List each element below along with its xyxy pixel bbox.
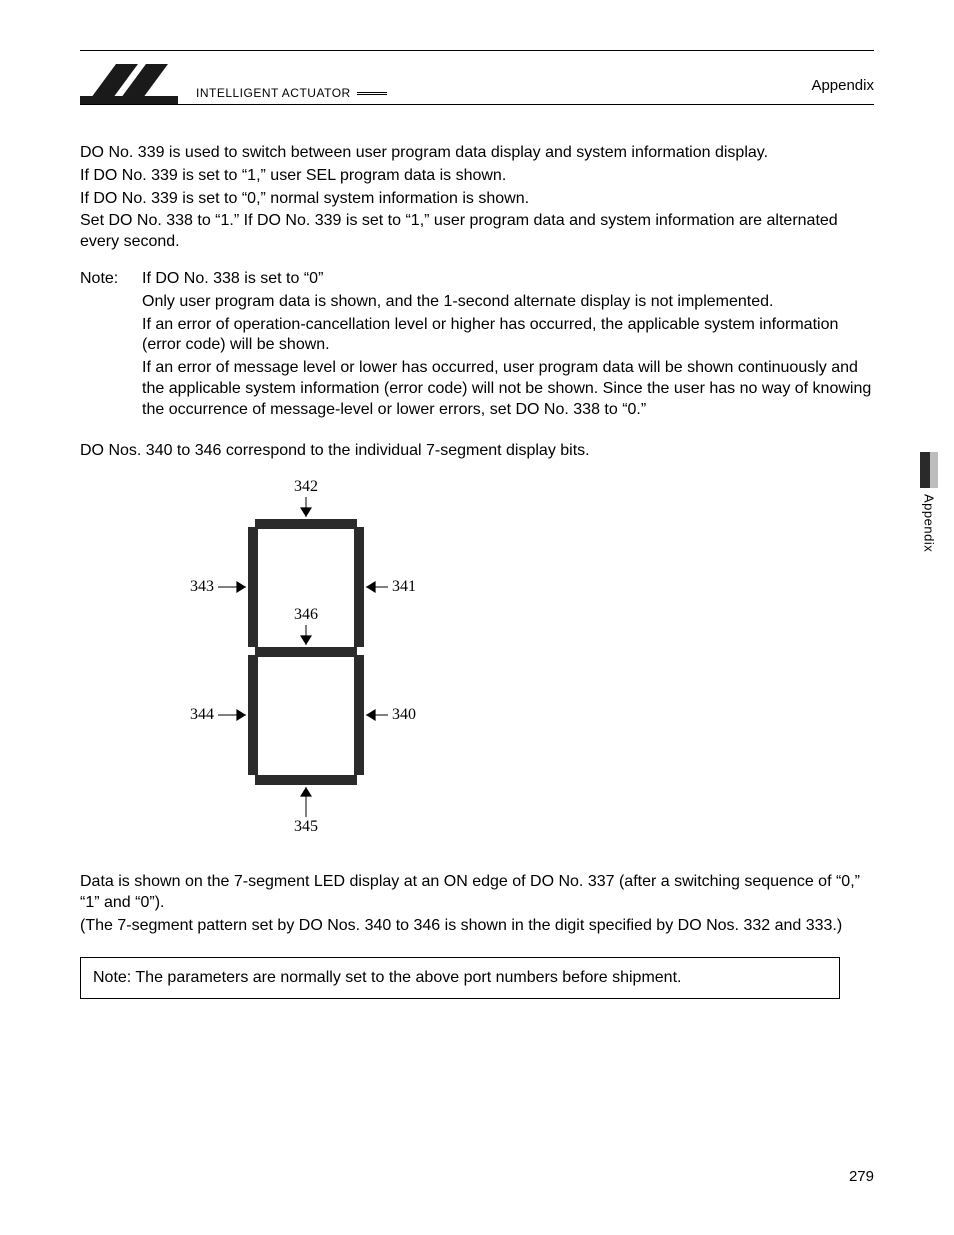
- logo-block: INTELLIGENT ACTUATOR: [80, 56, 387, 104]
- paragraph-1: DO No. 339 is used to switch between use…: [80, 143, 874, 253]
- svg-text:346: 346: [294, 606, 318, 623]
- diagram-svg: 340 341 342 343 344 345 346: [150, 477, 450, 847]
- text-line: Data is shown on the 7-segment LED displ…: [80, 872, 874, 914]
- side-tab: Appendix: [920, 452, 938, 552]
- note-body: If DO No. 338 is set to “0” Only user pr…: [142, 269, 874, 423]
- header: INTELLIGENT ACTUATOR Appendix: [80, 55, 874, 105]
- side-tab-bar-icon: [920, 452, 938, 488]
- brand-logo-icon: [80, 56, 190, 104]
- note-head: Note:: [80, 269, 142, 423]
- svg-text:344: 344: [190, 706, 214, 723]
- text-line: If an error of message level or lower ha…: [142, 358, 874, 420]
- boxed-note: Note: The parameters are normally set to…: [80, 957, 840, 1000]
- note-block: Note: If DO No. 338 is set to “0” Only u…: [80, 269, 874, 423]
- paragraph-3: Data is shown on the 7-segment LED displ…: [80, 872, 874, 936]
- text-line: If DO No. 338 is set to “0”: [142, 269, 874, 290]
- text-line: (The 7-segment pattern set by DO Nos. 34…: [80, 916, 874, 937]
- svg-text:343: 343: [190, 578, 214, 595]
- svg-text:342: 342: [294, 478, 318, 495]
- rule-top: [80, 50, 874, 51]
- body-content: DO No. 339 is used to switch between use…: [80, 143, 874, 999]
- section-label: Appendix: [811, 77, 874, 104]
- side-tab-label: Appendix: [922, 494, 937, 552]
- text-line: DO Nos. 340 to 346 correspond to the ind…: [80, 441, 874, 462]
- page-number: 279: [849, 1168, 874, 1185]
- text-line: If DO No. 339 is set to “1,” user SEL pr…: [80, 166, 874, 187]
- seven-segment-diagram: 340 341 342 343 344 345 346: [150, 477, 874, 854]
- text-line: Only user program data is shown, and the…: [142, 292, 874, 313]
- brand-text: INTELLIGENT ACTUATOR: [196, 86, 387, 104]
- bar-front: [920, 452, 930, 488]
- text-line: Set DO No. 338 to “1.” If DO No. 339 is …: [80, 211, 874, 253]
- brand-label: INTELLIGENT ACTUATOR: [196, 86, 351, 100]
- paragraph-2: DO Nos. 340 to 346 correspond to the ind…: [80, 441, 874, 462]
- brand-double-rule-icon: [357, 92, 387, 95]
- text-line: DO No. 339 is used to switch between use…: [80, 143, 874, 164]
- text-line: If an error of operation-cancellation le…: [142, 315, 874, 357]
- svg-text:340: 340: [392, 706, 416, 723]
- text-line: If DO No. 339 is set to “0,” normal syst…: [80, 189, 874, 210]
- svg-text:341: 341: [392, 578, 416, 595]
- svg-text:345: 345: [294, 818, 318, 835]
